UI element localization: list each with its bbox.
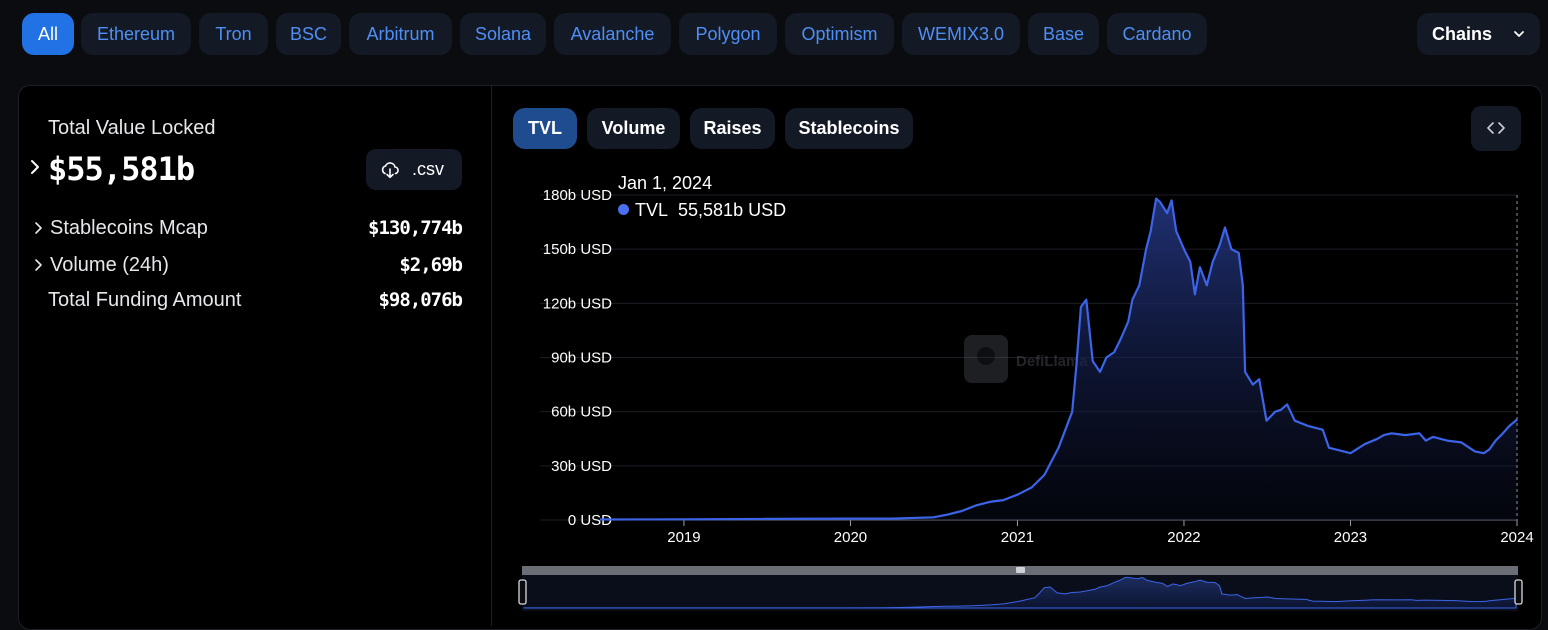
- chain-tab-ethereum[interactable]: Ethereum: [81, 13, 191, 55]
- y-tick-label: 0 USD: [568, 512, 612, 529]
- range-slider[interactable]: [518, 566, 1523, 611]
- chain-tab-wemix[interactable]: WEMIX3.0: [902, 13, 1020, 55]
- watermark-text: DefiLlama: [1016, 353, 1088, 370]
- x-axis: 2019 2020 2021 2022 2023 2024: [600, 519, 1534, 546]
- tooltip-date: Jan 1, 2024: [618, 173, 713, 193]
- y-tick-label: 120b USD: [543, 295, 612, 312]
- x-tick-label: 2020: [834, 529, 867, 546]
- y-tick-label: 60b USD: [551, 404, 612, 421]
- y-axis: 0 USD 30b USD 60b USD 90b USD 120b USD 150b U…: [543, 187, 612, 529]
- series-color-dot: [618, 204, 629, 215]
- chevron-down-icon: [1514, 31, 1524, 37]
- stablecoins-mcap-value: $130,774b: [368, 217, 463, 239]
- tvl-label: Total Value Locked: [48, 117, 216, 139]
- x-tick-label: 2019: [667, 529, 700, 546]
- tooltip-series-row: TVL 55,581b USD: [618, 200, 786, 221]
- tvl-series-line: [599, 197, 1518, 521]
- x-tick-label: 2022: [1167, 529, 1200, 546]
- tab-stablecoins[interactable]: Stablecoins: [785, 108, 913, 149]
- tvl-chart[interactable]: DefiLlama 0 USD 30b USD 60b USD 90b USD 120b…: [500, 160, 1540, 622]
- defillama-watermark: DefiLlama: [964, 335, 1088, 383]
- tooltip-series-name: TVL: [635, 200, 669, 220]
- x-tick-label: 2021: [1001, 529, 1034, 546]
- chain-tab-tron[interactable]: Tron: [199, 13, 268, 55]
- panel-divider: [491, 86, 492, 626]
- chains-dropdown[interactable]: Chains: [1417, 13, 1540, 55]
- chains-dropdown-label: Chains: [1432, 24, 1493, 44]
- chain-tab-solana[interactable]: Solana: [460, 13, 546, 55]
- chain-tab-polygon[interactable]: Polygon: [679, 13, 777, 55]
- chain-tab-bsc[interactable]: BSC: [276, 13, 341, 55]
- y-tick-label: 90b USD: [551, 350, 612, 367]
- y-tick-label: 180b USD: [543, 187, 612, 204]
- tab-volume[interactable]: Volume: [587, 108, 680, 149]
- y-tick-label: 30b USD: [551, 458, 612, 475]
- chain-tab-all[interactable]: All: [22, 13, 74, 55]
- stablecoins-mcap-label: Stablecoins Mcap: [50, 217, 208, 239]
- range-slider-preview: [523, 576, 1517, 609]
- chain-tab-optimism[interactable]: Optimism: [785, 13, 894, 55]
- chevron-right-icon[interactable]: [32, 221, 44, 235]
- range-slider-grip[interactable]: [1016, 567, 1025, 573]
- chain-tab-arbitrum[interactable]: Arbitrum: [349, 13, 452, 55]
- tvl-area: [600, 198, 1517, 520]
- chain-tab-base[interactable]: Base: [1028, 13, 1099, 55]
- volume-24h-value: $2,69b: [399, 254, 463, 276]
- chain-tab-cardano[interactable]: Cardano: [1107, 13, 1207, 55]
- x-tick-label: 2023: [1334, 529, 1367, 546]
- tvl-value: $55,581b: [48, 150, 195, 188]
- cloud-download-icon: [381, 162, 399, 179]
- csv-label: .csv: [412, 159, 445, 179]
- range-slider-left-handle[interactable]: [518, 579, 527, 605]
- chain-tab-avalanche[interactable]: Avalanche: [554, 13, 671, 55]
- code-brackets-icon: [1487, 122, 1505, 134]
- tab-raises[interactable]: Raises: [690, 108, 775, 149]
- total-funding-label: Total Funding Amount: [48, 289, 242, 311]
- range-slider-right-handle[interactable]: [1514, 579, 1523, 605]
- chain-filter-bar: All Ethereum Tron BSC Arbitrum Solana Av…: [0, 0, 1548, 70]
- total-funding-value: $98,076b: [378, 289, 463, 311]
- volume-24h-label: Volume (24h): [50, 254, 169, 276]
- x-tick-label: 2024: [1500, 529, 1533, 546]
- y-tick-label: 150b USD: [543, 241, 612, 258]
- chevron-right-icon[interactable]: [28, 158, 42, 176]
- download-csv-button[interactable]: .csv: [366, 149, 462, 190]
- chevron-right-icon[interactable]: [32, 258, 44, 272]
- embed-chart-button[interactable]: [1471, 106, 1521, 151]
- tooltip-value: 55,581b USD: [678, 200, 787, 220]
- tab-tvl[interactable]: TVL: [513, 108, 577, 149]
